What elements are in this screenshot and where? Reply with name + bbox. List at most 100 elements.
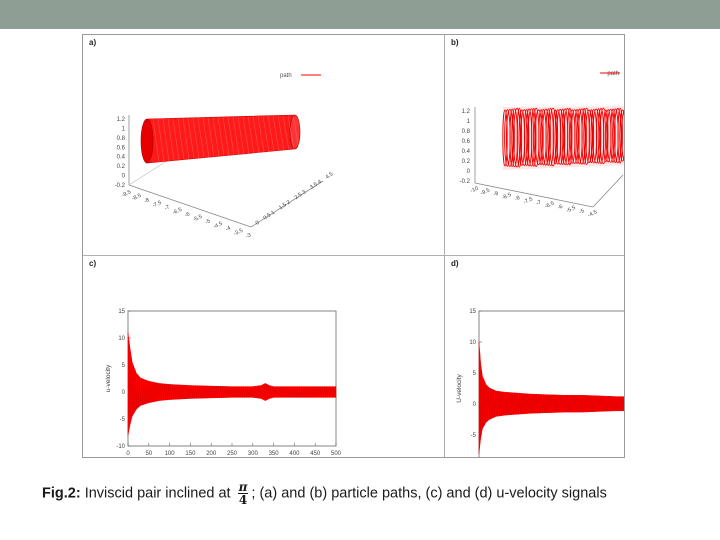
panel-b-particle-path: [502, 106, 651, 170]
z-tick-label: 0.2: [117, 164, 126, 170]
panel-a-label: a): [89, 38, 97, 47]
y-tick-label: 5: [473, 371, 477, 377]
x-tick-label: -7: [535, 199, 542, 207]
x-tick-label: -8.5: [501, 192, 512, 201]
y-tick-label: 0: [473, 402, 477, 408]
panel-divider-horizontal: [83, 255, 624, 256]
panel-a-y-ticks: 4.543.532.521.510.50: [255, 171, 335, 226]
x-tick-label: -10: [470, 186, 480, 195]
x-tick-label: -5: [578, 208, 585, 216]
x-tick-label: 500: [331, 451, 342, 457]
x-tick-label: 250: [227, 451, 238, 457]
x-tick-label: -3.5: [233, 228, 244, 237]
x-tick-label: 350: [269, 451, 280, 457]
x-tick-label: -7: [164, 204, 171, 212]
y-axis-label: U-velocity: [456, 373, 463, 402]
panel-divider-vertical: [444, 35, 445, 457]
panel-b-label: b): [451, 38, 459, 47]
plot-area: [127, 310, 337, 447]
x-tick-label: 0: [126, 451, 130, 457]
panel-a-x-axis: [128, 184, 252, 228]
x-tick-label: 150: [185, 451, 196, 457]
y-tick-label: 1: [270, 210, 276, 217]
panel-b-y-axis: [592, 174, 624, 208]
x-tick-label: -5: [204, 218, 211, 226]
panel-a: a) path 1.2 1 0.8 0.6 0.4 0.2 0 -0.2 -9.5 -8.5 -8…: [83, 35, 443, 255]
y-tick-label: 5: [122, 363, 126, 369]
velocity-signal-line: [127, 340, 337, 436]
y-tick-label: 3.5: [309, 182, 319, 191]
z-tick-label: 0: [467, 169, 471, 175]
panel-b-x-ticks: -10 -9.5 -9 -8.5 -8 -7.5 -7 -6.5 -6 -5.5 -5 -4.5: [470, 186, 598, 219]
y-tick-label: 1.5: [278, 202, 288, 211]
panel-a-particle-path: [140, 114, 305, 164]
z-tick-label: 1: [467, 119, 471, 125]
panel-b-z-ticks: 1.2 1 0.8 0.6 0.4 0.2 0 -0.2: [460, 109, 471, 185]
chart-d: 151050-5-1005010015020025030035040045050…: [456, 309, 657, 487]
caption-fraction-denominator: 4: [238, 493, 248, 507]
y-tick-label: 2: [286, 200, 292, 207]
x-tick-label: -9.5: [480, 188, 491, 197]
x-tick-label: -5.5: [566, 205, 577, 214]
panel-a-z-ticks: 1.2 1 0.8 0.6 0.4 0.2 0 -0.2: [115, 117, 126, 189]
y-tick-label: -10: [116, 444, 125, 450]
z-tick-label: 0.4: [117, 155, 126, 161]
panel-c: c) 15 10 5 0 -5 -10 0 50 100 150 200 250 300 350 400 45…: [83, 256, 443, 467]
z-tick-label: -0.2: [115, 183, 126, 189]
x-tick-label: -5.5: [192, 214, 203, 223]
x-tick-label: -8: [143, 197, 150, 205]
x-tick-label: 400: [289, 451, 300, 457]
panel-a-legend-text: path: [280, 73, 292, 79]
caption-lead: Fig.2:: [42, 485, 81, 502]
y-tick-label: -5: [120, 417, 126, 423]
z-tick-label: 0.8: [117, 136, 126, 142]
x-tick-label: -6: [557, 204, 564, 212]
figure-caption: Fig.2: Inviscid pair inclined at π 4; (a)…: [42, 481, 682, 513]
y-tick-label: 0: [255, 220, 261, 227]
z-tick-label: 0.4: [462, 149, 471, 155]
plot-area: [478, 310, 652, 467]
x-tick-label: 50: [145, 451, 152, 457]
panel-a-3d-plot: path 1.2 1 0.8 0.6 0.4 0.2 0 -0.2 -9.5 -8.5 -8 -7.…: [115, 73, 335, 240]
x-tick-label: -4.5: [213, 221, 224, 230]
panel-a-y-axis: [250, 180, 324, 228]
y-tick-label: 15: [118, 309, 125, 315]
z-tick-label: 0.6: [117, 145, 126, 151]
x-tick-label: 200: [206, 451, 217, 457]
x-tick-label: 300: [248, 451, 259, 457]
caption-text-before: Inviscid pair inclined at: [84, 485, 231, 502]
z-tick-label: 1.2: [462, 109, 471, 115]
x-tick-label: 100: [165, 451, 176, 457]
x-tick-label: -3: [245, 232, 252, 240]
panel-b-x-axis: [474, 182, 594, 208]
x-tick-label: -6.5: [172, 207, 183, 216]
x-tick-label: -9.5: [121, 189, 132, 198]
x-tick-label: -7.5: [152, 200, 163, 209]
header-bar: [0, 0, 720, 29]
x-tick-label: -6: [184, 211, 191, 219]
y-tick-label: 10: [118, 336, 125, 342]
x-tick-label: -4.5: [587, 209, 598, 218]
x-tick-label: -8: [514, 195, 521, 203]
y-tick-label: 0: [122, 390, 126, 396]
panel-d-label: d): [451, 259, 459, 268]
y-tick-label: 4: [317, 179, 323, 186]
panel-b-legend-text: path: [607, 71, 619, 77]
panel-c-label: c): [89, 259, 97, 268]
z-tick-label: 0.6: [462, 139, 471, 145]
x-tick-label: -6.5: [544, 201, 555, 210]
x-tick-label: -4: [225, 225, 232, 233]
y-tick-label: 2.5: [294, 192, 304, 201]
z-tick-label: -0.2: [460, 179, 471, 185]
panel-d: d) 151050-5-1005010015020025030035040045…: [445, 256, 657, 487]
panel-b-3d-plot: path 1.2 1 0.8 0.6 0.4 0.2 0 -0.2 -10 -9.5 -9 -8.5…: [460, 71, 651, 219]
x-tick-label: -7.5: [523, 196, 534, 205]
x-tick-label: 450: [310, 451, 321, 457]
z-tick-label: 1: [122, 126, 126, 132]
y-tick-label: 3: [301, 189, 307, 196]
y-tick-label: 15: [469, 309, 476, 315]
y-tick-label: -5: [471, 433, 477, 439]
y-axis-label: u-velocity: [105, 364, 112, 392]
